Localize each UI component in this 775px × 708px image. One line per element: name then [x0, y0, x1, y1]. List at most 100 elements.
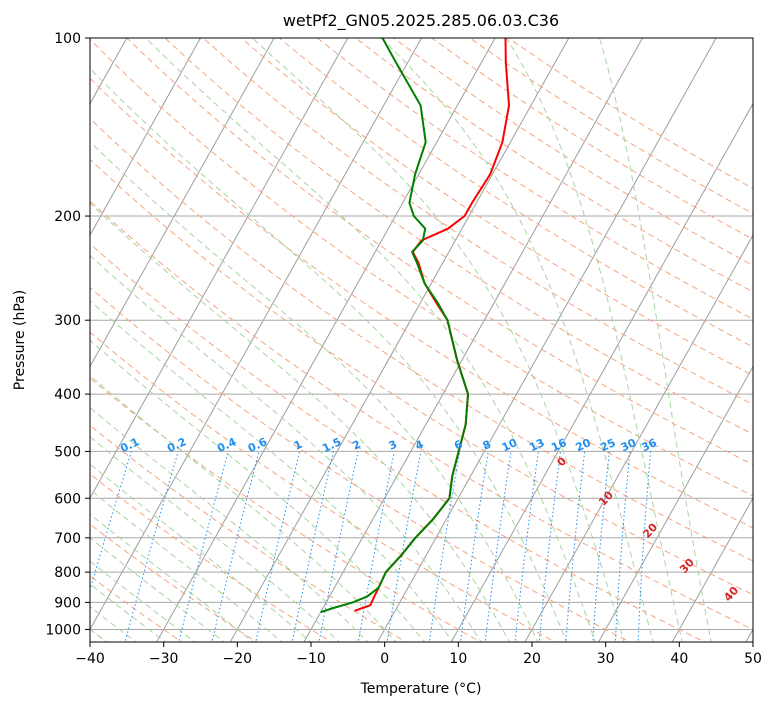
mixing-ratio-line [291, 451, 334, 642]
isotherm-line [745, 628, 753, 642]
y-tick-label: 400 [54, 387, 81, 403]
dry-adiabat-line [90, 242, 706, 642]
isotherm-line [671, 496, 753, 642]
x-tick-label: 40 [670, 651, 688, 667]
y-tick-label: 900 [54, 595, 81, 611]
mixing-ratio-line [211, 451, 260, 642]
moist-adiabat-line [90, 436, 341, 642]
mixing-ratio-line [178, 451, 229, 642]
mixing-ratio-label: 16 [549, 436, 569, 454]
mixing-ratio-line [428, 451, 461, 642]
x-tick-label: −20 [223, 651, 253, 667]
x-tick-label: 20 [523, 651, 541, 667]
moist-adiabat-line [90, 339, 426, 642]
series-layer [320, 38, 511, 614]
moist-adiabat-line [251, 38, 625, 642]
y-axis-label: Pressure (hPa) [12, 290, 28, 390]
x-tick-label: −40 [75, 651, 105, 667]
y-tick-label: 1000 [45, 622, 81, 638]
mixing-ratio-label: 25 [598, 436, 617, 454]
mixing-ratio-line [357, 451, 395, 642]
moist-adiabat-label: 10 [596, 488, 616, 508]
isotherm-line [155, 38, 496, 642]
isotherm-line [90, 38, 275, 368]
mixing-ratio-label: 20 [574, 436, 594, 454]
mixing-ratio-line [255, 451, 301, 642]
mixing-ratio-line [565, 451, 586, 642]
dry-adiabat-line [317, 38, 753, 320]
isotherm-line [90, 38, 349, 499]
isotherm-line [90, 38, 202, 237]
isotherm-line [0, 11, 68, 654]
mixing-ratio-line [614, 451, 631, 642]
mixing-ratio-label: 0.1 [118, 435, 141, 455]
moist-adiabat-line [90, 300, 454, 642]
dry-adiabat-line [90, 377, 482, 642]
x-tick-label: −10 [296, 651, 326, 667]
y-tick-label: 100 [54, 31, 81, 47]
isotherm-line [229, 38, 570, 642]
isotherm-line [90, 38, 423, 631]
moist-adiabat-line [90, 560, 196, 642]
dry-adiabat-line [202, 38, 753, 406]
moist-adiabat-line [90, 463, 312, 642]
mixing-ratio-label: 6 [452, 438, 465, 453]
dry-adiabat-line [90, 38, 753, 497]
mixing-ratio-label: 3 [387, 438, 399, 453]
x-axis-label: Temperature (°C) [360, 681, 482, 697]
y-tick-label: 500 [54, 444, 81, 460]
dewpoint-series-line [320, 38, 470, 614]
mixing-ratio-label: 0.2 [165, 435, 188, 455]
mixing-ratio-label: 10 [500, 436, 520, 454]
dry-adiabat-line [90, 286, 632, 642]
y-tick-label: 800 [54, 565, 81, 581]
isotherm-line [524, 234, 753, 642]
moist-adiabat-line [90, 67, 568, 642]
dry-adiabat-line [90, 77, 753, 529]
dry-adiabat-line [90, 158, 753, 596]
chart-title: wetPf2_GN05.2025.285.06.03.C36 [283, 11, 559, 31]
dry-adiabat-line [90, 117, 753, 562]
dry-adiabat-line [507, 38, 753, 190]
isotherm-line [597, 365, 753, 642]
isotherm-line [303, 38, 644, 642]
moist-adiabat-label: 0 [554, 454, 569, 469]
dry-adiabat-line [90, 523, 258, 642]
dry-adiabat-line [393, 38, 753, 266]
moist-adiabat-label: 30 [677, 556, 697, 576]
dry-adiabat-line [126, 38, 753, 466]
mixing-ratio-line [592, 451, 610, 642]
dry-adiabat-line [90, 473, 333, 642]
moist-adiabat-line [90, 202, 510, 642]
x-tick-label: 0 [380, 651, 389, 667]
mixing-ratio-line [318, 451, 359, 642]
plot-frame [89, 37, 754, 643]
mixing-ratio-label: 0.4 [215, 435, 238, 455]
y-tick-label: 600 [54, 491, 81, 507]
x-axis-ticks: −40 −30 −20 −10 0 10 20 30 40 50 [75, 642, 762, 667]
mixing-ratio-line [459, 451, 489, 642]
moist-adiabat-line [90, 406, 369, 642]
moist-adiabat-line [90, 254, 482, 642]
y-tick-label: 200 [54, 209, 81, 225]
x-tick-label: 10 [449, 651, 467, 667]
moist-adiabat-line [90, 375, 397, 642]
mixing-ratio-line [90, 451, 132, 592]
y-axis-ticks: 100 200 300 400 500 600 700 800 900 1000 [45, 31, 90, 638]
moist-adiabat-label: 40 [721, 584, 741, 604]
x-tick-label: −30 [149, 651, 179, 667]
moist-adiabat-line [599, 38, 712, 642]
mixing-ratio-label: 30 [619, 436, 639, 454]
y-tick-label: 300 [54, 313, 81, 329]
mixing-ratio-label: 4 [413, 438, 426, 453]
mixing-ratio-line [386, 451, 422, 642]
mixing-ratio-line [124, 451, 179, 642]
dry-adiabat-line [90, 331, 557, 642]
isotherm-line [376, 38, 717, 642]
x-tick-label: 50 [744, 651, 762, 667]
grid-layer [0, 11, 753, 654]
dry-adiabat-line [355, 38, 753, 293]
x-tick-label: 30 [597, 651, 615, 667]
moist-adiabat-line [380, 38, 654, 642]
